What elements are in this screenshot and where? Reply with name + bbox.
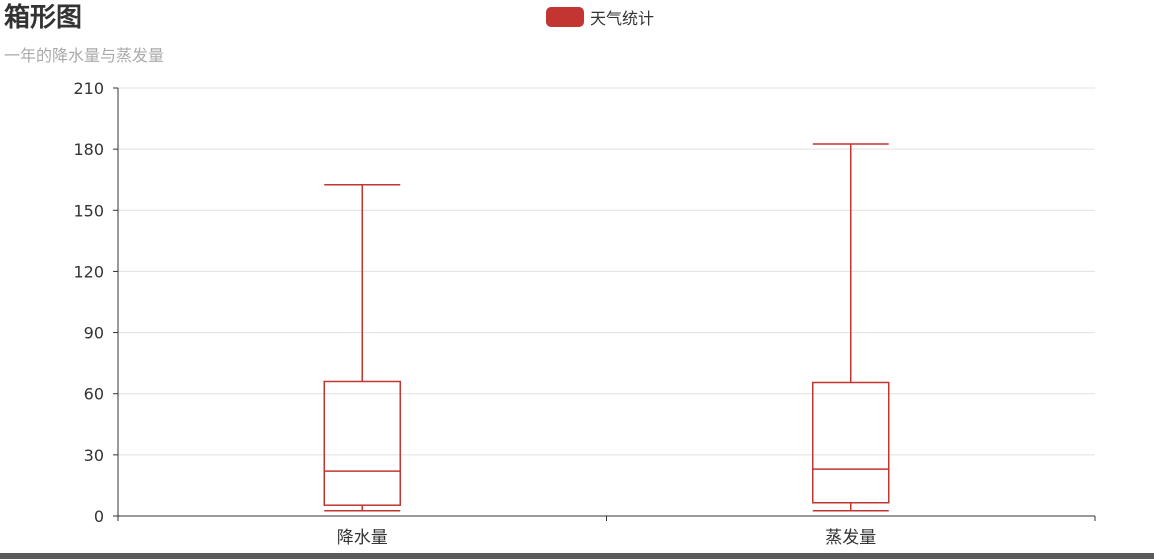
chart-subtitle: 一年的降水量与蒸发量 — [4, 46, 165, 65]
y-tick-label: 90 — [84, 324, 104, 343]
bottom-scrollbar — [0, 553, 1154, 559]
y-tick-label: 210 — [73, 79, 104, 98]
y-tick-label: 30 — [84, 446, 104, 465]
y-tick-label: 150 — [73, 201, 104, 220]
legend-swatch[interactable] — [546, 7, 584, 27]
legend-label[interactable]: 天气统计 — [590, 9, 655, 28]
y-tick-label: 60 — [84, 385, 104, 404]
x-tick-label: 降水量 — [337, 528, 388, 548]
y-tick-label: 0 — [94, 507, 104, 526]
x-tick-label: 蒸发量 — [825, 528, 876, 548]
y-tick-label: 120 — [73, 262, 104, 281]
box-iqr — [812, 381, 890, 504]
y-tick-label: 180 — [73, 140, 104, 159]
chart-title: 箱形图 — [4, 3, 83, 33]
box-iqr — [323, 380, 401, 506]
legend[interactable]: 天气统计 — [546, 5, 654, 29]
